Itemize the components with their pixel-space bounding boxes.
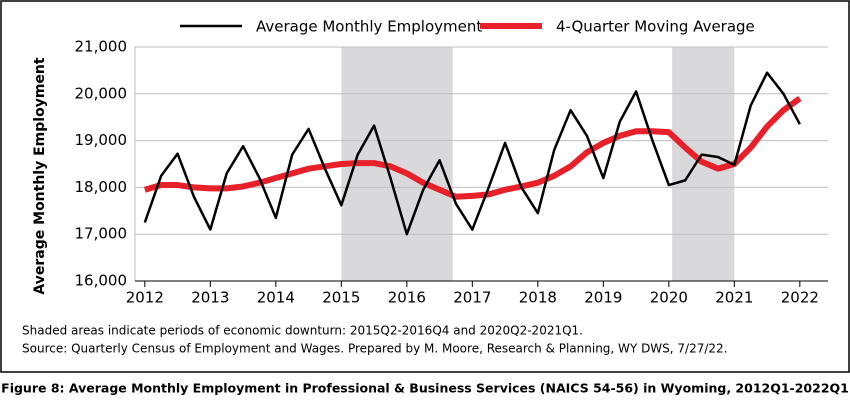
- legend-label: 4-Quarter Moving Average: [556, 18, 755, 36]
- x-tick-label: 2017: [453, 289, 491, 307]
- y-tick-label: 18,000: [75, 178, 128, 196]
- y-tick-label: 17,000: [75, 225, 128, 243]
- x-tick-label: 2020: [650, 289, 688, 307]
- x-tick-label: 2014: [257, 289, 295, 307]
- x-tick-label: 2016: [388, 289, 426, 307]
- x-tick-label: 2022: [781, 289, 819, 307]
- x-tick-label: 2015: [322, 289, 360, 307]
- y-tick-label: 20,000: [75, 84, 128, 102]
- x-tick-label: 2019: [584, 289, 622, 307]
- note: Source: Quarterly Census of Employment a…: [22, 342, 728, 356]
- y-axis-label: Average Monthly Employment: [32, 57, 48, 294]
- figure-border: [0, 0, 850, 373]
- legend-label: Average Monthly Employment: [256, 18, 482, 36]
- x-tick-label: 2021: [715, 289, 753, 307]
- figure-caption: Figure 8: Average Monthly Employment in …: [1, 381, 849, 396]
- series-line: [143, 71, 801, 236]
- y-tick-label: 21,000: [75, 38, 128, 56]
- x-tick-label: 2018: [519, 289, 557, 307]
- x-tick-label: 2013: [191, 289, 229, 307]
- x-tick-label: 2012: [126, 289, 164, 307]
- note: Shaded areas indicate periods of economi…: [22, 324, 583, 338]
- y-tick-label: 19,000: [75, 131, 128, 149]
- y-tick-label: 16,000: [75, 272, 128, 290]
- series-line: [144, 96, 802, 200]
